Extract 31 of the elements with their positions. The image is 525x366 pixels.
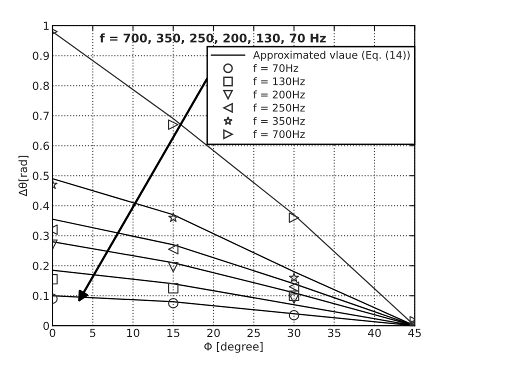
y-tick-label: 0.7 bbox=[32, 112, 49, 120]
y-tick-label: 0.9 bbox=[32, 52, 49, 60]
legend-label: f = 200Hz bbox=[253, 90, 305, 98]
y-tick-label: 0.3 bbox=[32, 232, 49, 240]
x-tick-label: 10 bbox=[127, 328, 140, 338]
x-tick-label: 40 bbox=[368, 328, 381, 338]
y-tick-label: 0.4 bbox=[32, 202, 50, 210]
x-axis-title: Φ [degree] bbox=[204, 342, 263, 353]
annotation: f = 700, 350, 250, 200, 130, 70 Hz bbox=[100, 33, 326, 44]
y-tick-label: 0.8 bbox=[32, 82, 49, 90]
legend-label: f = 350Hz bbox=[253, 116, 305, 125]
y-tick-label: 0 bbox=[43, 322, 49, 330]
y-tick-label: 0.5 bbox=[32, 172, 49, 180]
x-tick-label: 35 bbox=[328, 328, 340, 338]
legend-label: f = 700Hz bbox=[253, 130, 305, 138]
x-tick-label: 25 bbox=[247, 328, 260, 338]
x-tick-label: 5 bbox=[90, 328, 96, 338]
x-tick-label: 30 bbox=[288, 328, 300, 338]
x-tick-label: 45 bbox=[408, 328, 421, 338]
y-axis-title: Δθ[rad] bbox=[18, 156, 28, 196]
y-tick-label: 0.1 bbox=[32, 292, 49, 300]
x-tick-label: 15 bbox=[167, 328, 180, 338]
legend-label: f = 250Hz bbox=[253, 104, 305, 112]
legend-label: f = 130Hz bbox=[253, 77, 305, 86]
legend-label: f = 70Hz bbox=[253, 64, 298, 72]
legend-label: Approximated vlaue (Eq. (14)) bbox=[253, 50, 410, 61]
y-tick-label: 1 bbox=[44, 22, 49, 30]
y-tick-label: 0.6 bbox=[32, 142, 50, 150]
y-tick-label: 0.2 bbox=[32, 262, 49, 270]
x-tick-label: 0 bbox=[50, 328, 56, 338]
x-tick-label: 20 bbox=[207, 328, 220, 338]
